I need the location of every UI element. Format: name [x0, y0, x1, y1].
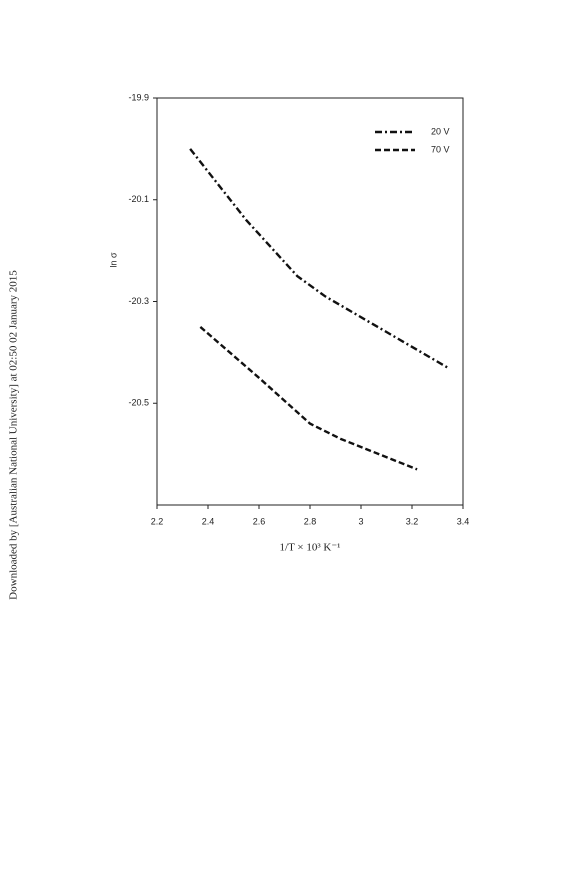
x-tick-label: 2.6	[253, 516, 266, 526]
x-tick-label: 2.8	[304, 516, 317, 526]
x-tick-label: 3	[358, 516, 363, 526]
x-tick-label: 3.4	[457, 516, 470, 526]
y-tick-label: -19.9	[128, 92, 149, 102]
side-note: Downloaded by [Australian National Unive…	[8, 270, 20, 600]
plot-frame	[156, 97, 464, 506]
legend-label: 20 V	[431, 126, 450, 136]
x-tick-label: 2.4	[202, 516, 215, 526]
y-tick-label: -20.5	[128, 398, 149, 408]
y-tick-label: -20.3	[128, 296, 149, 306]
data-line	[199, 326, 418, 471]
x-axis-label: 1/T × 10³ K⁻¹	[280, 542, 341, 554]
data-line	[189, 148, 449, 369]
x-tick-label: 2.2	[151, 516, 164, 526]
y-tick-label: -20.1	[128, 194, 149, 204]
y-axis-label: ln σ	[108, 252, 118, 268]
x-tick-label: 3.2	[406, 516, 419, 526]
legend-label: 70 V	[431, 144, 450, 154]
